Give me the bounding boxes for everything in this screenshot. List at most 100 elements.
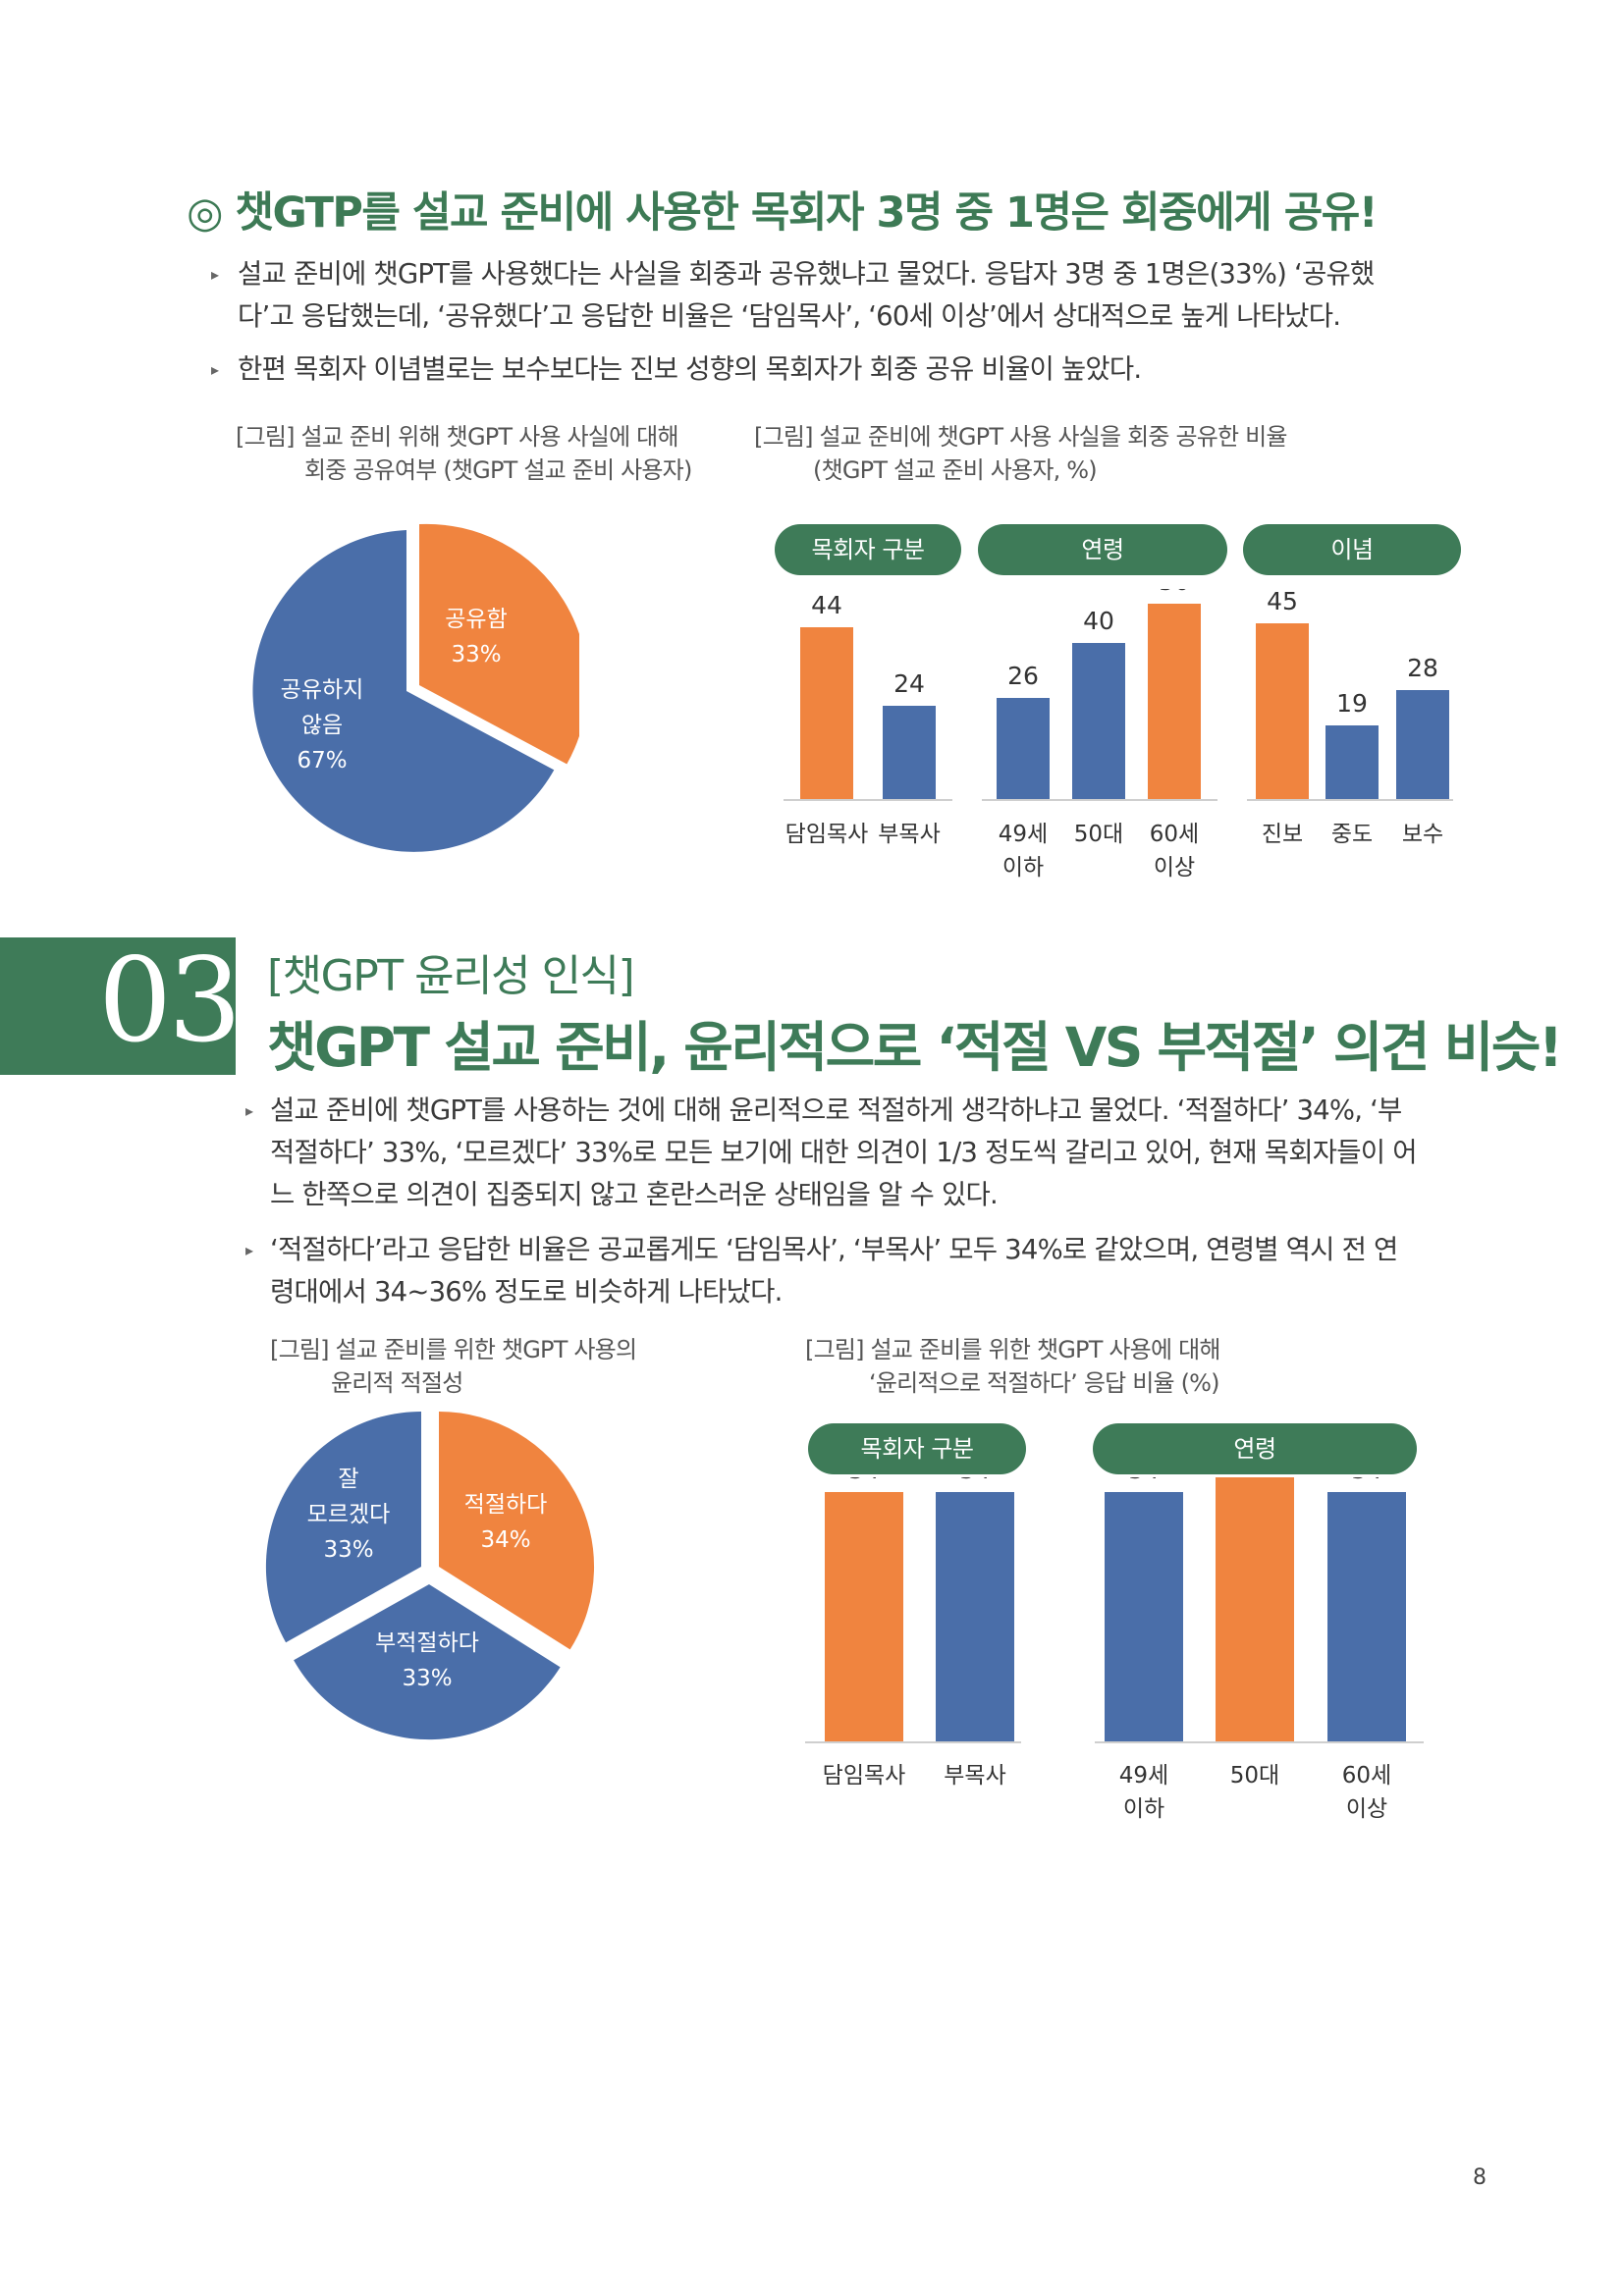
bar [825,1492,903,1742]
bullet-marker: ▸ [245,1101,253,1120]
category-label: 이상 [1154,855,1195,881]
bullet-paragraph-3: ▸ 설교 준비에 챗GPT를 사용하는 것에 대해 윤리적으로 적절하게 생각하… [241,1090,1488,1216]
pie-label: 공유함 [445,607,507,632]
group-label-pill: 연령 [1093,1423,1417,1474]
category-label: 담임목사 [823,1763,906,1789]
bar-value-label: 34 [848,1477,880,1484]
pie-label: 부적절하다 [375,1630,479,1656]
text-line: 다’고 응답했는데, ‘공유했다’고 응답한 비율은 ‘담임목사’, ‘60세 … [238,300,1341,332]
bar-value-label: 24 [893,669,925,698]
category-label: 49세 [1119,1763,1168,1789]
pie-label: 잘 [338,1467,358,1492]
category-label: 60세 [1150,822,1199,847]
figure-caption: [그림] 설교 준비를 위한 챗GPT 사용의 윤리적 적절성 [270,1333,637,1400]
bar [1256,623,1309,800]
category-label: 50대 [1230,1763,1279,1789]
figure-caption: [그림] 설교 준비 위해 챗GPT 사용 사실에 대해 회중 공유여부 (챗G… [236,420,692,487]
section-heading: ◎ 챗GTP를 설교 준비에 사용한 목회자 3명 중 1명은 회중에게 공유! [187,188,1378,238]
text-line: 느 한쪽으로 의견이 집중되지 않고 혼란스러운 상태임을 알 수 있다. [270,1179,999,1210]
group-label-pill: 연령 [978,524,1227,575]
pie-slice-unsure [265,1412,421,1643]
pie-label: 않음 [301,713,343,738]
bullet-paragraph-2: ▸ 한편 목회자 이념별로는 보수보다는 진보 성향의 목회자가 회중 공유 비… [206,348,1483,391]
text-line: ‘적절하다’라고 응답한 비율은 공교롭게도 ‘담임목사’, ‘부목사’ 모두 … [270,1234,1398,1265]
pie-slice-not-shared [252,530,555,852]
category-label: 진보 [1262,822,1303,847]
category-label: 중도 [1331,822,1373,847]
category-label: 부목사 [878,822,940,847]
bar [1325,725,1379,800]
section-subtitle: [챗GPT 윤리성 인식] [267,951,635,1001]
category-label: 이하 [1123,1796,1164,1822]
category-label: 담임목사 [785,822,869,847]
bar [883,706,936,800]
pie-label: 적절하다 [464,1492,548,1518]
bar-value-label: 45 [1267,589,1298,615]
pie-chart-ethics: 적절하다 34% 부적절하다 33% 잘 모르겠다 33% [265,1412,595,1740]
caption-line: (챗GPT 설교 준비 사용자, %) [813,456,1098,484]
bullet-marker: ▸ [211,265,219,284]
section-number: 03 [98,933,242,1068]
category-label: 보수 [1402,822,1443,847]
group-label-pill: 목회자 구분 [775,524,961,575]
bar [1148,604,1201,800]
text-line: 한편 목회자 이념별로는 보수보다는 진보 성향의 목회자가 회중 공유 비율이… [238,353,1142,385]
pie-value: 33% [451,642,501,667]
bar [936,1492,1014,1742]
bar-value-label: 50 [1159,589,1190,596]
pie-slice-appropriate [439,1412,595,1650]
pie-slice-shared [419,523,579,765]
group-label-pill: 이념 [1243,524,1461,575]
bar [1216,1477,1294,1742]
bar-value-label: 34 [1128,1477,1160,1484]
category-label: 부목사 [944,1763,1005,1789]
bar-value-label: 28 [1407,654,1438,682]
bar-value-label: 26 [1007,662,1039,690]
bar [1327,1492,1406,1742]
text-line: 령대에서 34~36% 정도로 비슷하게 나타났다. [270,1276,783,1308]
caption-line: ‘윤리적으로 적절하다’ 응답 비율 (%) [869,1369,1220,1397]
text-line: 설교 준비에 챗GPT를 사용하는 것에 대해 윤리적으로 적절하게 생각하냐고… [270,1095,1402,1126]
bar-value-label: 19 [1336,689,1368,718]
figure-caption: [그림] 설교 준비를 위한 챗GPT 사용에 대해 ‘윤리적으로 적절하다’ … [805,1333,1220,1400]
category-label: 이상 [1346,1796,1387,1822]
pie-label: 공유하지 [281,677,364,703]
pie-chart-sharing: 공유함 33% 공유하지 않음 67% [252,523,579,852]
caption-line: [그림] 설교 준비를 위한 챗GPT 사용의 [270,1336,637,1363]
bullet-paragraph-1: ▸ 설교 준비에 챗GPT를 사용했다는 사실을 회중과 공유했냐고 물었다. … [206,253,1483,338]
caption-line: [그림] 설교 준비에 챗GPT 사용 사실을 회중 공유한 비율 [754,423,1287,451]
caption-line: 회중 공유여부 (챗GPT 설교 준비 사용자) [304,456,692,484]
caption-line: [그림] 설교 준비 위해 챗GPT 사용 사실에 대해 [236,423,679,451]
bullet-marker: ▸ [211,360,219,379]
page-number: 8 [1473,2165,1487,2190]
bar [800,627,853,800]
category-label: 50대 [1074,822,1123,847]
pie-value: 33% [402,1666,452,1691]
pie-value: 33% [323,1537,373,1563]
group-label-pill: 목회자 구분 [808,1423,1026,1474]
bar [1396,690,1449,800]
bar [997,698,1050,800]
category-label: 이하 [1002,855,1044,881]
section-title: 챗GPT 설교 준비, 윤리적으로 ‘적절 VS 부적절’ 의견 비슷! [267,1016,1563,1079]
bullet-paragraph-4: ▸ ‘적절하다’라고 응답한 비율은 공교롭게도 ‘담임목사’, ‘부목사’ 모… [241,1229,1488,1313]
bar-value-label: 34 [1351,1477,1382,1484]
pie-slice-inappropriate [294,1584,561,1740]
caption-line: [그림] 설교 준비를 위한 챗GPT 사용에 대해 [805,1336,1220,1363]
category-label: 49세 [999,822,1048,847]
figure-caption: [그림] 설교 준비에 챗GPT 사용 사실을 회중 공유한 비율 (챗GPT … [754,420,1287,487]
text-line: 설교 준비에 챗GPT를 사용했다는 사실을 회중과 공유했냐고 물었다. 응답… [238,258,1375,290]
caption-line: 윤리적 적절성 [331,1369,463,1397]
text-line: 적절하다’ 33%, ‘모르겠다’ 33%로 모든 보기에 대한 의견이 1/3… [270,1137,1418,1168]
bar [1105,1492,1183,1742]
bar-value-label: 44 [811,591,842,619]
bar [1072,643,1125,800]
pie-label: 모르겠다 [307,1502,391,1527]
bar-value-label: 34 [959,1477,991,1484]
section-number-band [0,937,236,1075]
pie-value: 67% [297,748,347,774]
bullet-marker: ▸ [245,1241,253,1259]
category-label: 60세 [1342,1763,1391,1789]
bar-chart-ethics: 34담임목사34부목사3449세이하3650대3460세이상 [805,1477,1424,1822]
